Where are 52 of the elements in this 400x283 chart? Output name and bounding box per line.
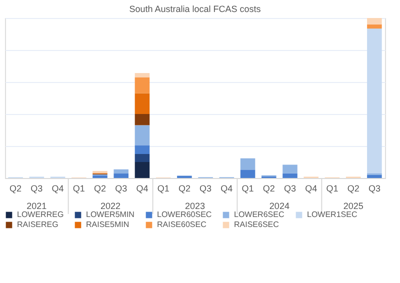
bar	[114, 174, 128, 178]
bar	[134, 125, 150, 146]
x-tick-label: Q4	[220, 184, 233, 194]
x-tick-label: Q4	[52, 184, 64, 194]
text: 2022	[100, 201, 121, 211]
x-tick-label: Q2	[94, 184, 106, 194]
text: 2025	[343, 201, 364, 211]
x-tick-label: Q3	[368, 184, 380, 194]
bar	[134, 154, 150, 162]
x-tick-label: Q1	[242, 184, 254, 194]
bar	[367, 174, 382, 178]
bar	[134, 114, 150, 126]
x-tick-label: Q4	[136, 184, 148, 194]
x-tick-label: Q2	[178, 184, 190, 194]
bar	[367, 28, 382, 174]
legend-label: LOWERREG	[17, 210, 64, 219]
x-tick-label: Q2	[262, 184, 275, 194]
text: 2023	[184, 201, 206, 211]
text: 2024	[269, 201, 290, 211]
x-tick-label: Q4	[305, 184, 318, 194]
legend-label: LOWER6SEC	[234, 210, 284, 219]
bar	[240, 170, 256, 178]
x-tick-label: Q1	[157, 184, 170, 194]
bar	[134, 93, 150, 114]
legend-label: RAISE60SEC	[157, 220, 207, 229]
bar	[134, 77, 150, 94]
bar	[367, 18, 382, 24]
bar	[134, 145, 150, 154]
chart-title: South Australia local FCAS costs	[129, 4, 262, 14]
text: 2021	[26, 201, 47, 211]
legend-label: RAISEREG	[17, 220, 58, 229]
x-tick-label: Q3	[115, 184, 128, 194]
legend-label: LOWER60SEC	[157, 210, 212, 219]
legend-label: RAISE6SEC	[234, 220, 280, 229]
x-tick-label: Q3	[284, 184, 296, 194]
x-tick-label: Q2	[10, 184, 22, 194]
x-tick-label: Q3	[30, 184, 43, 194]
x-tick-label: Q1	[326, 184, 338, 194]
bar	[134, 162, 150, 178]
legend-label: LOWER1SEC	[307, 210, 358, 219]
bar	[114, 169, 128, 174]
bar	[367, 24, 382, 29]
x-tick-label: Q3	[200, 184, 212, 194]
x-tick-label: Q1	[72, 184, 85, 194]
bar	[92, 175, 108, 178]
bar	[282, 164, 298, 174]
x-tick-label: Q2	[347, 184, 360, 194]
legend-label: LOWER5MIN	[86, 210, 135, 219]
bar	[240, 158, 256, 170]
bar	[282, 173, 298, 178]
bar	[134, 73, 150, 78]
legend-label: RAISE5MIN	[86, 220, 130, 229]
